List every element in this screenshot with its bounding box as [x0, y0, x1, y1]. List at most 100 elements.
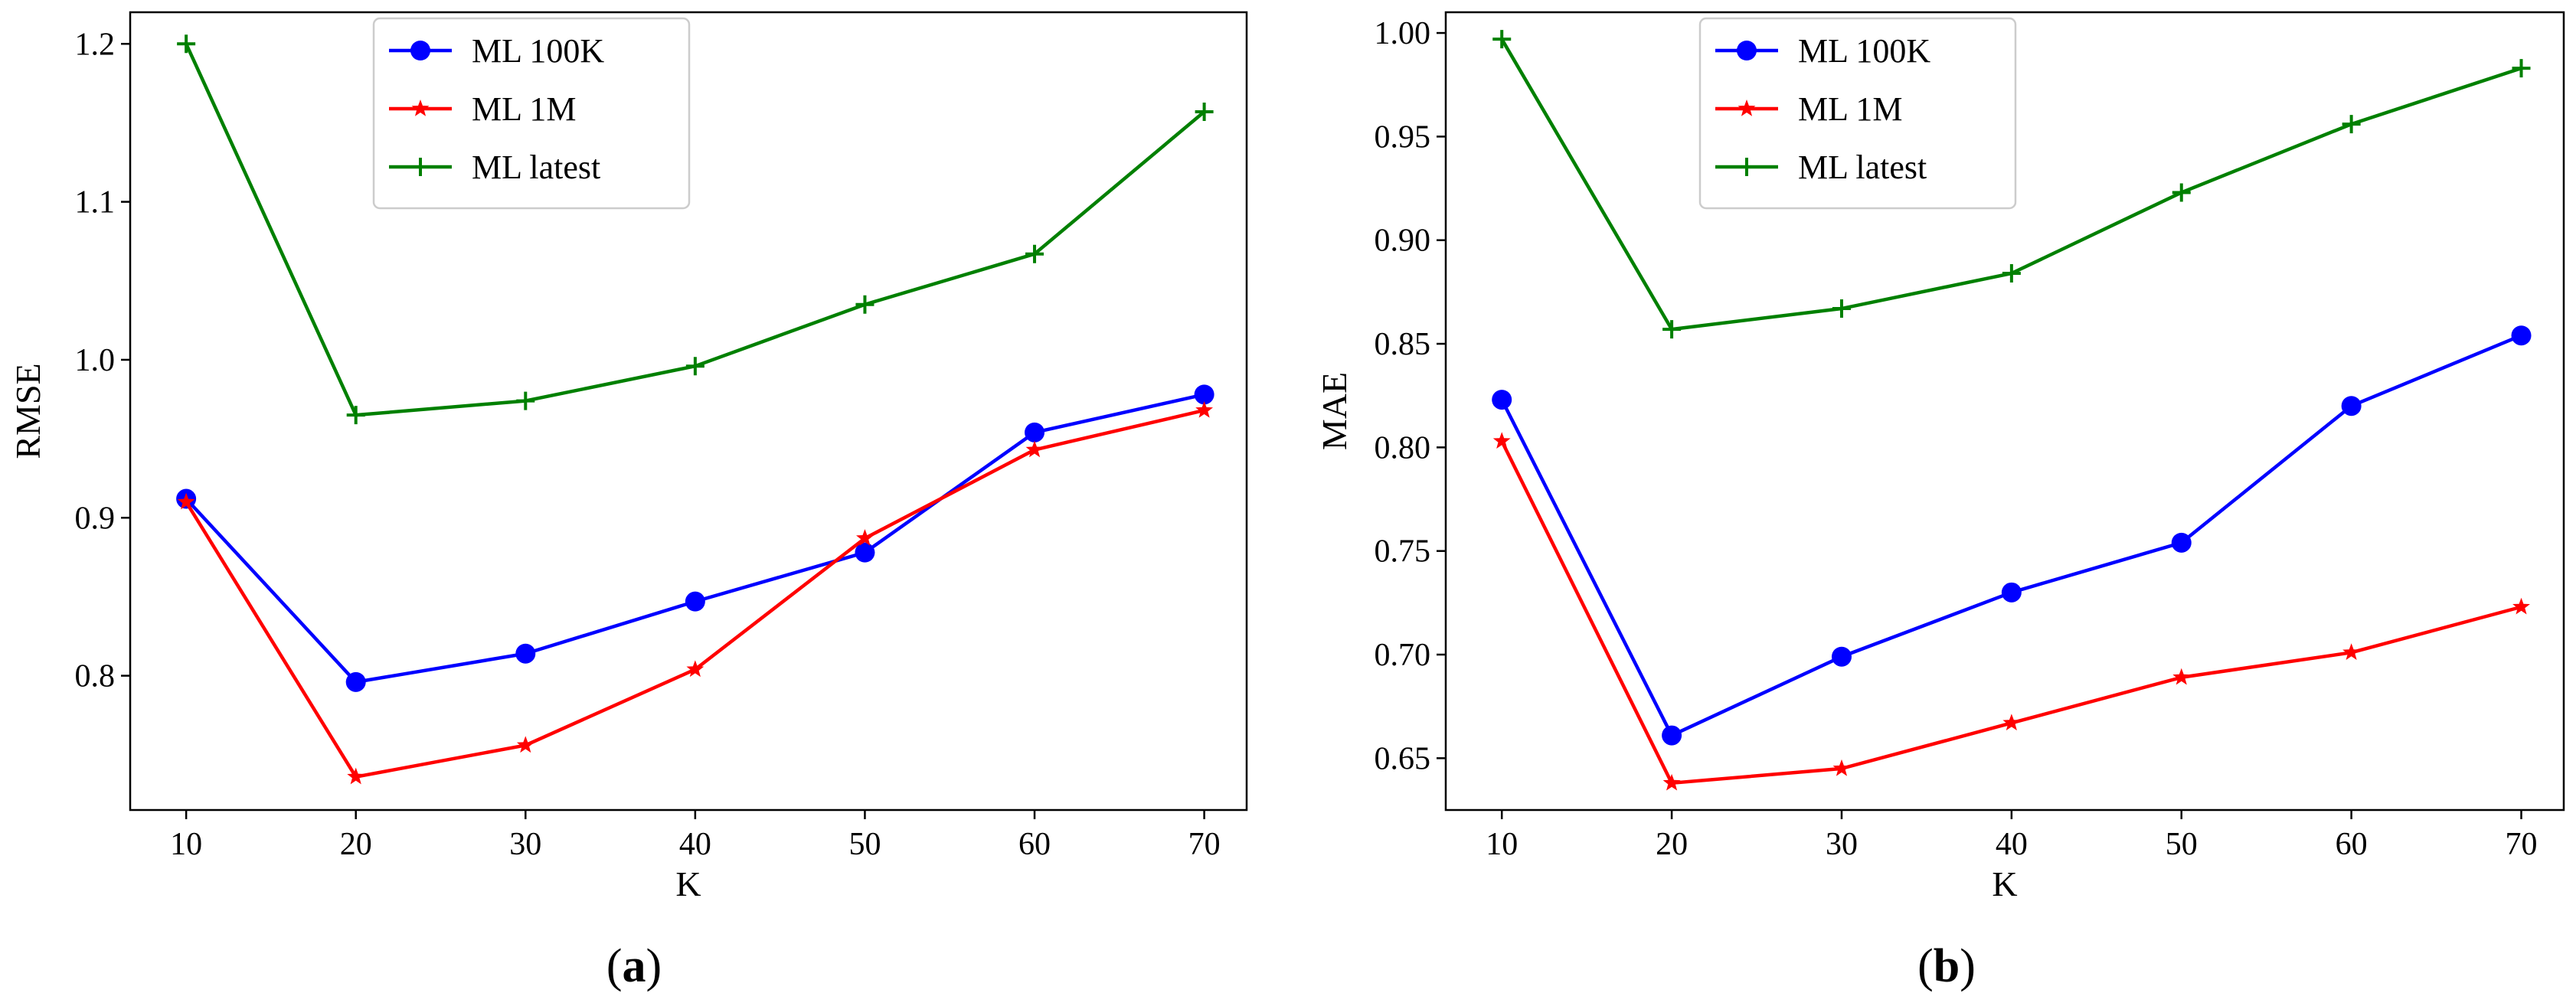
legend-box [372, 17, 691, 210]
x-tick-label: 40 [1996, 827, 2028, 862]
data-point [346, 406, 365, 425]
y-tick-label: 0.9 [75, 501, 116, 536]
y-tick-label: 1.0 [75, 343, 116, 378]
legend-marker [1737, 158, 1756, 176]
y-tick-label: 0.80 [1375, 430, 1431, 465]
legend-label: ML latest [1798, 149, 1927, 186]
data-point [1662, 773, 1681, 791]
x-tick-label: 30 [1826, 827, 1858, 862]
chart-panel-a: 10 20 30 40 50 60 70 0.8 0.9 1.0 1.1 1.2 K RMSE ML 100… [8, 11, 1248, 992]
legend: ML 100K ML 1M ML latest [1698, 17, 2017, 210]
data-point [345, 671, 366, 692]
legend-entry: ML latest [1715, 149, 1927, 186]
data-point [1025, 422, 1045, 443]
data-point [1492, 390, 1512, 410]
legend-label: ML latest [472, 149, 600, 186]
series-ml-latest [1492, 30, 2531, 339]
data-point [2342, 643, 2361, 661]
y-tick-label: 1.00 [1375, 16, 1431, 51]
data-point [2002, 714, 2021, 731]
data-point [2342, 115, 2361, 134]
x-tick-label: 40 [679, 827, 711, 862]
data-point [2172, 668, 2191, 685]
x-tick-label: 30 [509, 827, 541, 862]
series-line [185, 393, 1205, 684]
panel-caption: (a) [606, 940, 662, 992]
data-point [1194, 384, 1214, 405]
x-tick-label: 20 [340, 827, 372, 862]
series-line [1500, 334, 2522, 737]
x-tick-label: 10 [1486, 827, 1518, 862]
data-point [2001, 582, 2022, 603]
legend-marker [411, 100, 430, 116]
data-point [686, 660, 704, 678]
data-point [515, 643, 536, 664]
legend-label: ML 100K [1798, 32, 1930, 70]
data-point [1832, 759, 1851, 776]
legend-marker [411, 158, 430, 176]
x-tick-label: 10 [170, 827, 202, 862]
data-point [1492, 30, 1512, 49]
data-point [1832, 299, 1851, 318]
data-point [177, 34, 196, 54]
data-point [2512, 597, 2530, 615]
legend-entry: ML 100K [389, 32, 604, 70]
y-tick-label: 0.65 [1375, 741, 1431, 776]
y-tick-label: 0.75 [1375, 534, 1431, 570]
data-point [685, 591, 705, 612]
series-ml-1m [1492, 432, 2530, 791]
plot-frame [1444, 11, 2565, 812]
data-point [516, 736, 534, 753]
series-ml-latest [177, 34, 1214, 425]
legend: ML 100K ML 1M ML latest [372, 17, 691, 210]
legend-box [1698, 17, 2017, 210]
data-point [177, 492, 195, 510]
y-tick-label: 0.85 [1375, 327, 1431, 362]
data-point [2171, 532, 2192, 553]
data-point [856, 529, 874, 546]
data-point [1025, 440, 1044, 458]
series-line [1500, 440, 2522, 786]
x-tick-label: 60 [2336, 827, 2368, 862]
x-tick-label: 50 [848, 827, 881, 862]
x-tick-label: 70 [1188, 827, 1221, 862]
data-point [685, 357, 704, 376]
y-axis-title: RMSE [8, 363, 47, 459]
data-point [2512, 59, 2531, 78]
legend-entry: ML 1M [389, 90, 577, 128]
legend-marker [1737, 41, 1757, 60]
x-axis-title: K [1992, 864, 2017, 903]
data-point [1831, 646, 1852, 667]
y-tick-label: 0.70 [1375, 638, 1431, 673]
x-tick-label: 70 [2506, 827, 2538, 862]
y-tick-label: 0.8 [75, 659, 116, 694]
legend-label: ML 1M [1798, 90, 1903, 128]
x-axis-title: K [675, 864, 701, 903]
x-tick-label: 60 [1018, 827, 1051, 862]
legend-marker [410, 41, 430, 60]
series-ml-1m [177, 400, 1214, 785]
legend-entry: ML latest [389, 149, 600, 186]
series-ml-100k [1492, 325, 2532, 746]
data-point [2511, 325, 2532, 346]
y-axis-title: MAE [1315, 372, 1354, 450]
legend-label: ML 1M [472, 90, 577, 128]
y-tick-label: 1.2 [75, 27, 116, 62]
legend-label: ML 100K [472, 32, 604, 70]
legend-marker [1737, 100, 1756, 116]
legend-entry: ML 100K [1715, 32, 1930, 70]
data-point [347, 767, 365, 785]
data-point [1492, 432, 1511, 449]
series-ml-100k [176, 384, 1214, 692]
data-point [855, 295, 874, 314]
data-point [1025, 244, 1044, 263]
data-point [2341, 396, 2362, 416]
data-point [1662, 320, 1682, 339]
data-point [1195, 400, 1214, 418]
y-tick-label: 0.90 [1375, 224, 1431, 259]
data-point [2002, 264, 2021, 283]
y-tick-label: 0.95 [1375, 119, 1431, 155]
panel-caption: (b) [1917, 940, 1976, 992]
x-tick-label: 50 [2166, 827, 2198, 862]
data-point [2172, 183, 2191, 202]
